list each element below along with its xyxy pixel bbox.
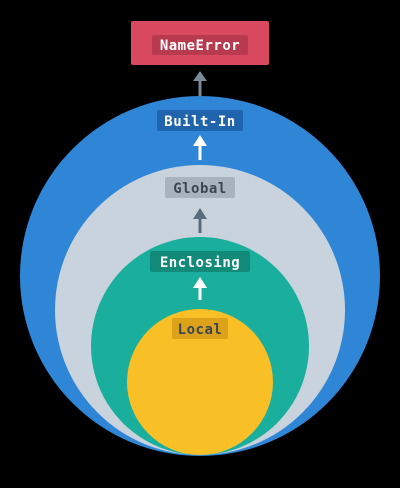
built-in-label-bg [157,110,243,131]
global-label: Global [173,181,227,197]
arrow-up-icon [193,208,207,233]
enclosing-label: Enclosing [160,255,240,271]
arrow-up-icon [193,135,207,160]
local-label-bg [172,318,228,339]
global-label-bg [165,177,235,198]
local-scope-circle [127,309,273,455]
arrow-up-icon [193,277,207,300]
name-error-label: NameError [160,38,240,54]
local-label: Local [178,322,223,338]
arrow-up-icon [193,71,207,98]
built-in-label: Built-In [164,114,235,130]
name-error-label-bg [152,35,248,55]
enclosing-label-bg [150,251,250,272]
